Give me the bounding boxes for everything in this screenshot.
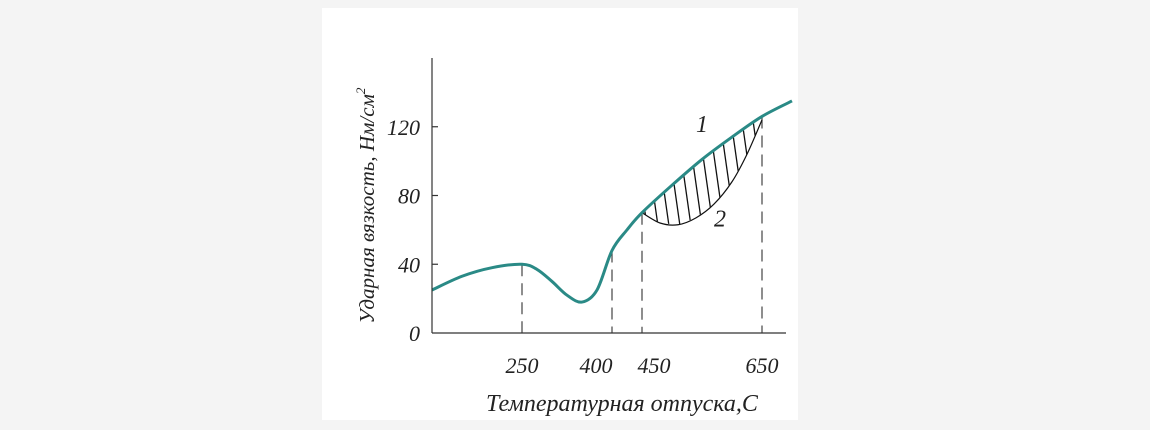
series-annotation: 2	[714, 206, 726, 232]
y-tick-label: 40	[398, 252, 420, 277]
series-annotation: 1	[696, 112, 708, 138]
hatch-line	[771, 92, 793, 247]
reference-lines	[521, 116, 763, 333]
hatch-line	[606, 92, 628, 247]
y-tick-label: 0	[409, 321, 420, 346]
hatch-line	[584, 92, 606, 247]
y-axis-label-superscript: 2	[353, 87, 368, 94]
y-ticks: 0 40 80 120	[387, 115, 438, 346]
hatch-line	[737, 116, 761, 225]
y-axis-label-text: Ударная вязкость, Нм/см	[355, 94, 379, 323]
hatch-line	[782, 92, 798, 247]
x-tick-label: 250	[506, 353, 539, 378]
x-axis-label: Температурная отпуска,С	[486, 391, 759, 417]
x-tick-label: 650	[746, 353, 779, 378]
y-axis-label: Ударная вязкость, Нм/см2	[353, 87, 379, 323]
hatch-line	[617, 92, 639, 247]
x-tick-label: 400	[580, 353, 613, 378]
y-tick-label: 120	[387, 115, 420, 140]
y-tick-label: 80	[398, 184, 420, 209]
hatch-line	[595, 92, 617, 247]
hatch-line	[748, 116, 762, 225]
hatch-line	[573, 92, 595, 247]
annotations: 12	[696, 112, 726, 233]
x-ticks: 250 400 450 650	[506, 353, 779, 378]
chart-panel: 0 40 80 120 250 400 450 650 Ударная вязкость, …	[322, 8, 798, 420]
series-2-curve	[641, 119, 763, 226]
series-1-curve	[431, 99, 793, 304]
hatch-line	[562, 92, 584, 247]
axes	[431, 58, 786, 334]
x-tick-label: 450	[638, 353, 671, 378]
hatch-line	[726, 116, 750, 225]
line-chart: 0 40 80 120 250 400 450 650 Ударная вязкость, …	[353, 58, 798, 417]
